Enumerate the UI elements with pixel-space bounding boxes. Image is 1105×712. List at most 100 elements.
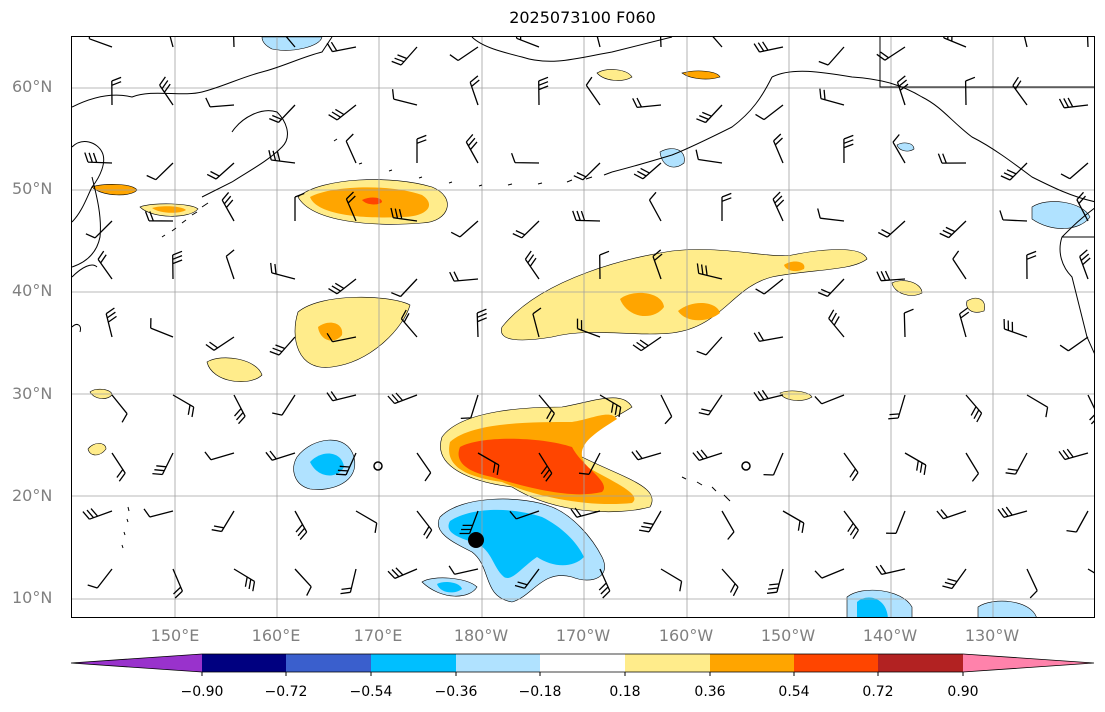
wind-barb bbox=[1059, 336, 1089, 352]
lon-label-150e: 150°E bbox=[150, 626, 200, 645]
lat-label-50n: 50°N bbox=[12, 179, 53, 198]
contour-positive-region bbox=[681, 70, 721, 80]
wind-barb bbox=[172, 250, 183, 280]
colorbar-tick-label: 0.54 bbox=[778, 684, 810, 700]
wind-barb bbox=[512, 220, 540, 239]
wind-barb bbox=[391, 89, 418, 106]
wind-barb bbox=[450, 220, 479, 238]
contour-negative-region bbox=[857, 597, 888, 617]
wind-barb bbox=[638, 510, 662, 533]
lat-label-20n: 20°N bbox=[12, 486, 53, 505]
wind-barb bbox=[652, 249, 663, 280]
wind-barb bbox=[772, 191, 785, 222]
wind-barb bbox=[997, 506, 1028, 519]
wind-barb bbox=[150, 318, 174, 338]
contour-positive-region bbox=[152, 206, 186, 213]
wind-barb bbox=[355, 510, 378, 534]
wind-barb bbox=[111, 394, 128, 423]
wind-barb bbox=[936, 509, 967, 520]
wind-barb bbox=[524, 250, 540, 280]
wind-barb bbox=[143, 508, 174, 518]
wind-barb bbox=[391, 46, 418, 66]
contour-positive-region bbox=[678, 302, 720, 321]
colorbar-segment bbox=[625, 654, 710, 672]
colorbar-tick-label: −0.18 bbox=[518, 684, 562, 700]
wind-barb bbox=[111, 76, 122, 106]
contour-negative-region bbox=[310, 453, 344, 476]
wind-barb bbox=[459, 510, 479, 535]
wind-barb bbox=[843, 452, 859, 482]
wind-barb bbox=[510, 152, 540, 164]
wind-barb bbox=[206, 162, 235, 180]
wind-barb bbox=[345, 133, 357, 164]
wind-barb bbox=[1026, 250, 1037, 280]
wind-barb bbox=[692, 449, 723, 462]
wind-barb bbox=[958, 307, 970, 338]
wind-barbs bbox=[82, 37, 1094, 599]
wind-barb bbox=[753, 389, 784, 402]
wind-barb bbox=[391, 278, 418, 298]
wind-barb bbox=[416, 134, 427, 163]
wind-barb bbox=[819, 88, 845, 106]
wind-barb bbox=[144, 211, 174, 222]
wind-barb bbox=[773, 133, 784, 164]
wind-barb bbox=[876, 46, 906, 61]
wind-barb bbox=[532, 307, 542, 338]
coastline-alaska bbox=[771, 70, 1094, 203]
wind-barb bbox=[269, 104, 296, 124]
wind-barb bbox=[477, 452, 500, 476]
contour-negative-region bbox=[659, 148, 685, 168]
wind-barb bbox=[712, 37, 723, 48]
map-title: 2025073100 F060 bbox=[509, 8, 656, 27]
colorbar-tick-label: 0.72 bbox=[862, 684, 894, 700]
wind-barb bbox=[326, 41, 357, 53]
wind-barb bbox=[416, 452, 432, 482]
wind-barb bbox=[828, 309, 845, 338]
wind-barb bbox=[721, 192, 732, 221]
colorbar-segment bbox=[710, 654, 794, 672]
lat-label-10n: 10°N bbox=[12, 588, 53, 607]
wind-barb bbox=[817, 278, 845, 297]
coastline-kuril bbox=[161, 202, 209, 238]
wind-barb bbox=[892, 134, 906, 164]
wind-barb bbox=[632, 97, 662, 109]
wind-barb bbox=[875, 564, 906, 576]
coastline-alaska-peninsula bbox=[611, 76, 773, 173]
wind-barb bbox=[659, 37, 662, 48]
colorbar-segment bbox=[794, 654, 878, 672]
wind-barb bbox=[538, 76, 549, 106]
wind-barb bbox=[169, 37, 174, 48]
border-us-canada bbox=[879, 37, 1094, 238]
wind-barb bbox=[326, 332, 357, 343]
map-panel bbox=[71, 36, 1095, 618]
coastlines bbox=[72, 37, 1094, 549]
colorbar-tick-label: 0.90 bbox=[947, 684, 979, 700]
wind-barb bbox=[782, 510, 805, 534]
wind-barb bbox=[146, 162, 174, 181]
wind-barb bbox=[390, 207, 418, 222]
wind-barb bbox=[294, 192, 305, 221]
coastline-aleutians bbox=[333, 138, 613, 187]
wind-barb bbox=[1079, 249, 1091, 280]
wind-barb bbox=[578, 452, 601, 475]
wind-barb bbox=[599, 394, 622, 418]
wind-barb bbox=[755, 278, 784, 295]
wind-barb bbox=[159, 76, 174, 106]
wind-barb bbox=[1058, 97, 1089, 109]
wind-barb bbox=[888, 394, 906, 420]
lat-label-60n: 60°N bbox=[12, 77, 53, 96]
wind-barb bbox=[572, 210, 601, 222]
wind-barb bbox=[753, 331, 784, 342]
contour-positive-region bbox=[87, 443, 107, 456]
wind-barb bbox=[573, 162, 601, 181]
wind-barb bbox=[460, 394, 479, 420]
wind-barb bbox=[1000, 162, 1028, 181]
colorbar-tick-label: 0.36 bbox=[694, 684, 726, 700]
lon-label-170e: 170°E bbox=[353, 626, 403, 645]
wind-barb bbox=[172, 394, 195, 418]
wind-barb bbox=[448, 565, 479, 575]
coastline-marianas bbox=[121, 506, 130, 549]
wind-barb bbox=[570, 507, 601, 518]
wind-barb bbox=[88, 37, 113, 48]
lon-label-140w: 140°W bbox=[862, 626, 918, 645]
